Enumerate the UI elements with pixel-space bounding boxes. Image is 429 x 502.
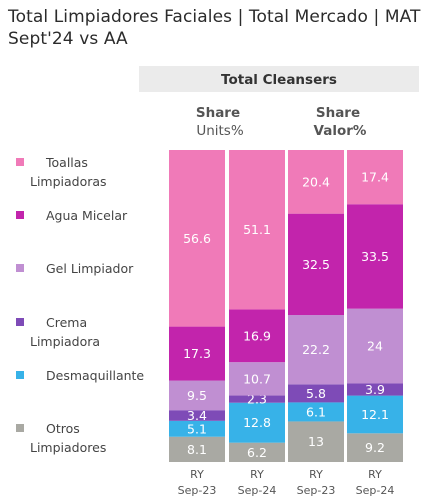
tick-label-3-line2: Sep-23 [297,484,336,497]
data-label-otros-limpiadores-3: 13 [308,434,324,449]
panel-header: Total Cleansers [221,72,337,88]
bar-gel-limpiador-2 [229,362,285,396]
bar-gel-limpiador-4 [347,308,403,384]
bar-otros-limpiadores-2 [229,442,285,462]
data-label-otros-limpiadores-4: 9.2 [365,440,385,455]
data-label-desmaquillante-1: 5.1 [187,421,207,436]
data-label-toallas-limpiadoras-3: 20.4 [302,174,330,189]
group-header-units-line1: Share [196,105,240,121]
legend: Toallas Limpiadoras Agua Micelar Gel Limpia… [16,155,144,455]
tick-label-1-line2: Sep-23 [178,484,217,497]
bar-desmaquillante-2 [229,402,285,443]
tick-label-2-line2: Sep-24 [238,484,277,497]
tick-label-1-line1: RY [190,468,204,481]
bar-crema-limpiadora-4 [347,383,403,396]
tick-label-4-line1: RY [368,468,382,481]
data-label-agua-micelar-2: 16.9 [243,328,271,343]
legend-swatch-toallas-limpiadoras [16,158,24,166]
legend-swatch-agua-micelar [16,211,24,219]
legend-label-desmaquillante-line1: Desmaquillante [46,368,144,383]
bar-agua-micelar-4 [347,204,403,309]
legend-swatch-otros-limpiadores [16,424,24,432]
bar-toallas-limpiadoras-2 [229,150,285,310]
data-label-desmaquillante-2: 12.8 [243,415,271,430]
chart-title: Total Limpiadores Faciales | Total Merca… [8,7,421,49]
tick-label-2-line1: RY [250,468,264,481]
data-label-desmaquillante-4: 12.1 [361,407,389,422]
group-header-valor-line2: Valor% [314,123,367,139]
legend-swatch-desmaquillante [16,371,24,379]
tick-label-4-line2: Sep-24 [356,484,395,497]
bar-agua-micelar-3 [288,213,344,316]
bar-crema-limpiadora-3 [288,384,344,403]
legend-label-crema-limpiadora-line2: Limpiadora [30,334,100,349]
bar-toallas-limpiadoras-1 [169,150,225,327]
bar-desmaquillante-4 [347,395,403,434]
data-label-gel-limpiador-4: 24 [367,339,383,354]
bar-toallas-limpiadoras-4 [347,150,403,205]
data-label-agua-micelar-1: 17.3 [183,346,211,361]
data-label-crema-limpiadora-3: 5.8 [306,386,326,401]
data-label-agua-micelar-3: 32.5 [302,257,330,272]
bar-toallas-limpiadoras-3 [288,150,344,214]
legend-label-toallas-limpiadoras-line1: Toallas [45,155,88,170]
bars: 8.15.13.49.517.356.66.212.82.310.716.951… [169,150,403,462]
bar-crema-limpiadora-1 [169,410,225,421]
data-label-desmaquillante-3: 6.1 [306,404,326,419]
data-label-otros-limpiadores-2: 6.2 [247,445,267,460]
legend-label-otros-limpiadores-line2: Limpiadores [30,440,106,455]
bar-agua-micelar-1 [169,326,225,381]
data-label-otros-limpiadores-1: 8.1 [187,442,207,457]
legend-label-gel-limpiador-line1: Gel Limpiador [46,261,134,276]
bar-otros-limpiadores-4 [347,433,403,462]
bar-otros-limpiadores-1 [169,436,225,462]
legend-label-agua-micelar-line1: Agua Micelar [46,208,128,223]
bar-agua-micelar-2 [229,309,285,363]
data-label-gel-limpiador-1: 9.5 [187,388,207,403]
panel-header-background [139,66,419,92]
data-label-gel-limpiador-3: 22.2 [302,342,330,357]
data-label-agua-micelar-4: 33.5 [361,249,389,264]
data-label-crema-limpiadora-4: 3.9 [365,382,385,397]
legend-swatch-crema-limpiadora [16,318,24,326]
bar-desmaquillante-1 [169,420,225,437]
legend-swatch-gel-limpiador [16,264,24,272]
legend-label-toallas-limpiadoras-line2: Limpiadoras [30,174,107,189]
group-header-valor-line1: Share [316,105,360,121]
x-axis-ticks: RY Sep-23 RY Sep-24 RY Sep-23 RY Sep-24 [178,468,395,497]
tick-label-3-line1: RY [309,468,323,481]
bar-desmaquillante-3 [288,402,344,422]
data-label-gel-limpiador-2: 10.7 [243,371,271,386]
bar-gel-limpiador-3 [288,315,344,385]
group-header-units-line2: Units% [196,123,244,139]
bar-gel-limpiador-1 [169,380,225,411]
data-label-crema-limpiadora-1: 3.4 [187,408,207,423]
bar-otros-limpiadores-3 [288,421,344,462]
data-label-toallas-limpiadoras-4: 17.4 [361,170,389,185]
data-label-toallas-limpiadoras-2: 51.1 [243,222,271,237]
data-label-toallas-limpiadoras-1: 56.6 [183,231,211,246]
legend-label-crema-limpiadora-line1: Crema [46,315,87,330]
legend-label-otros-limpiadores-line1: Otros [46,421,80,436]
bar-crema-limpiadora-2 [229,395,285,403]
